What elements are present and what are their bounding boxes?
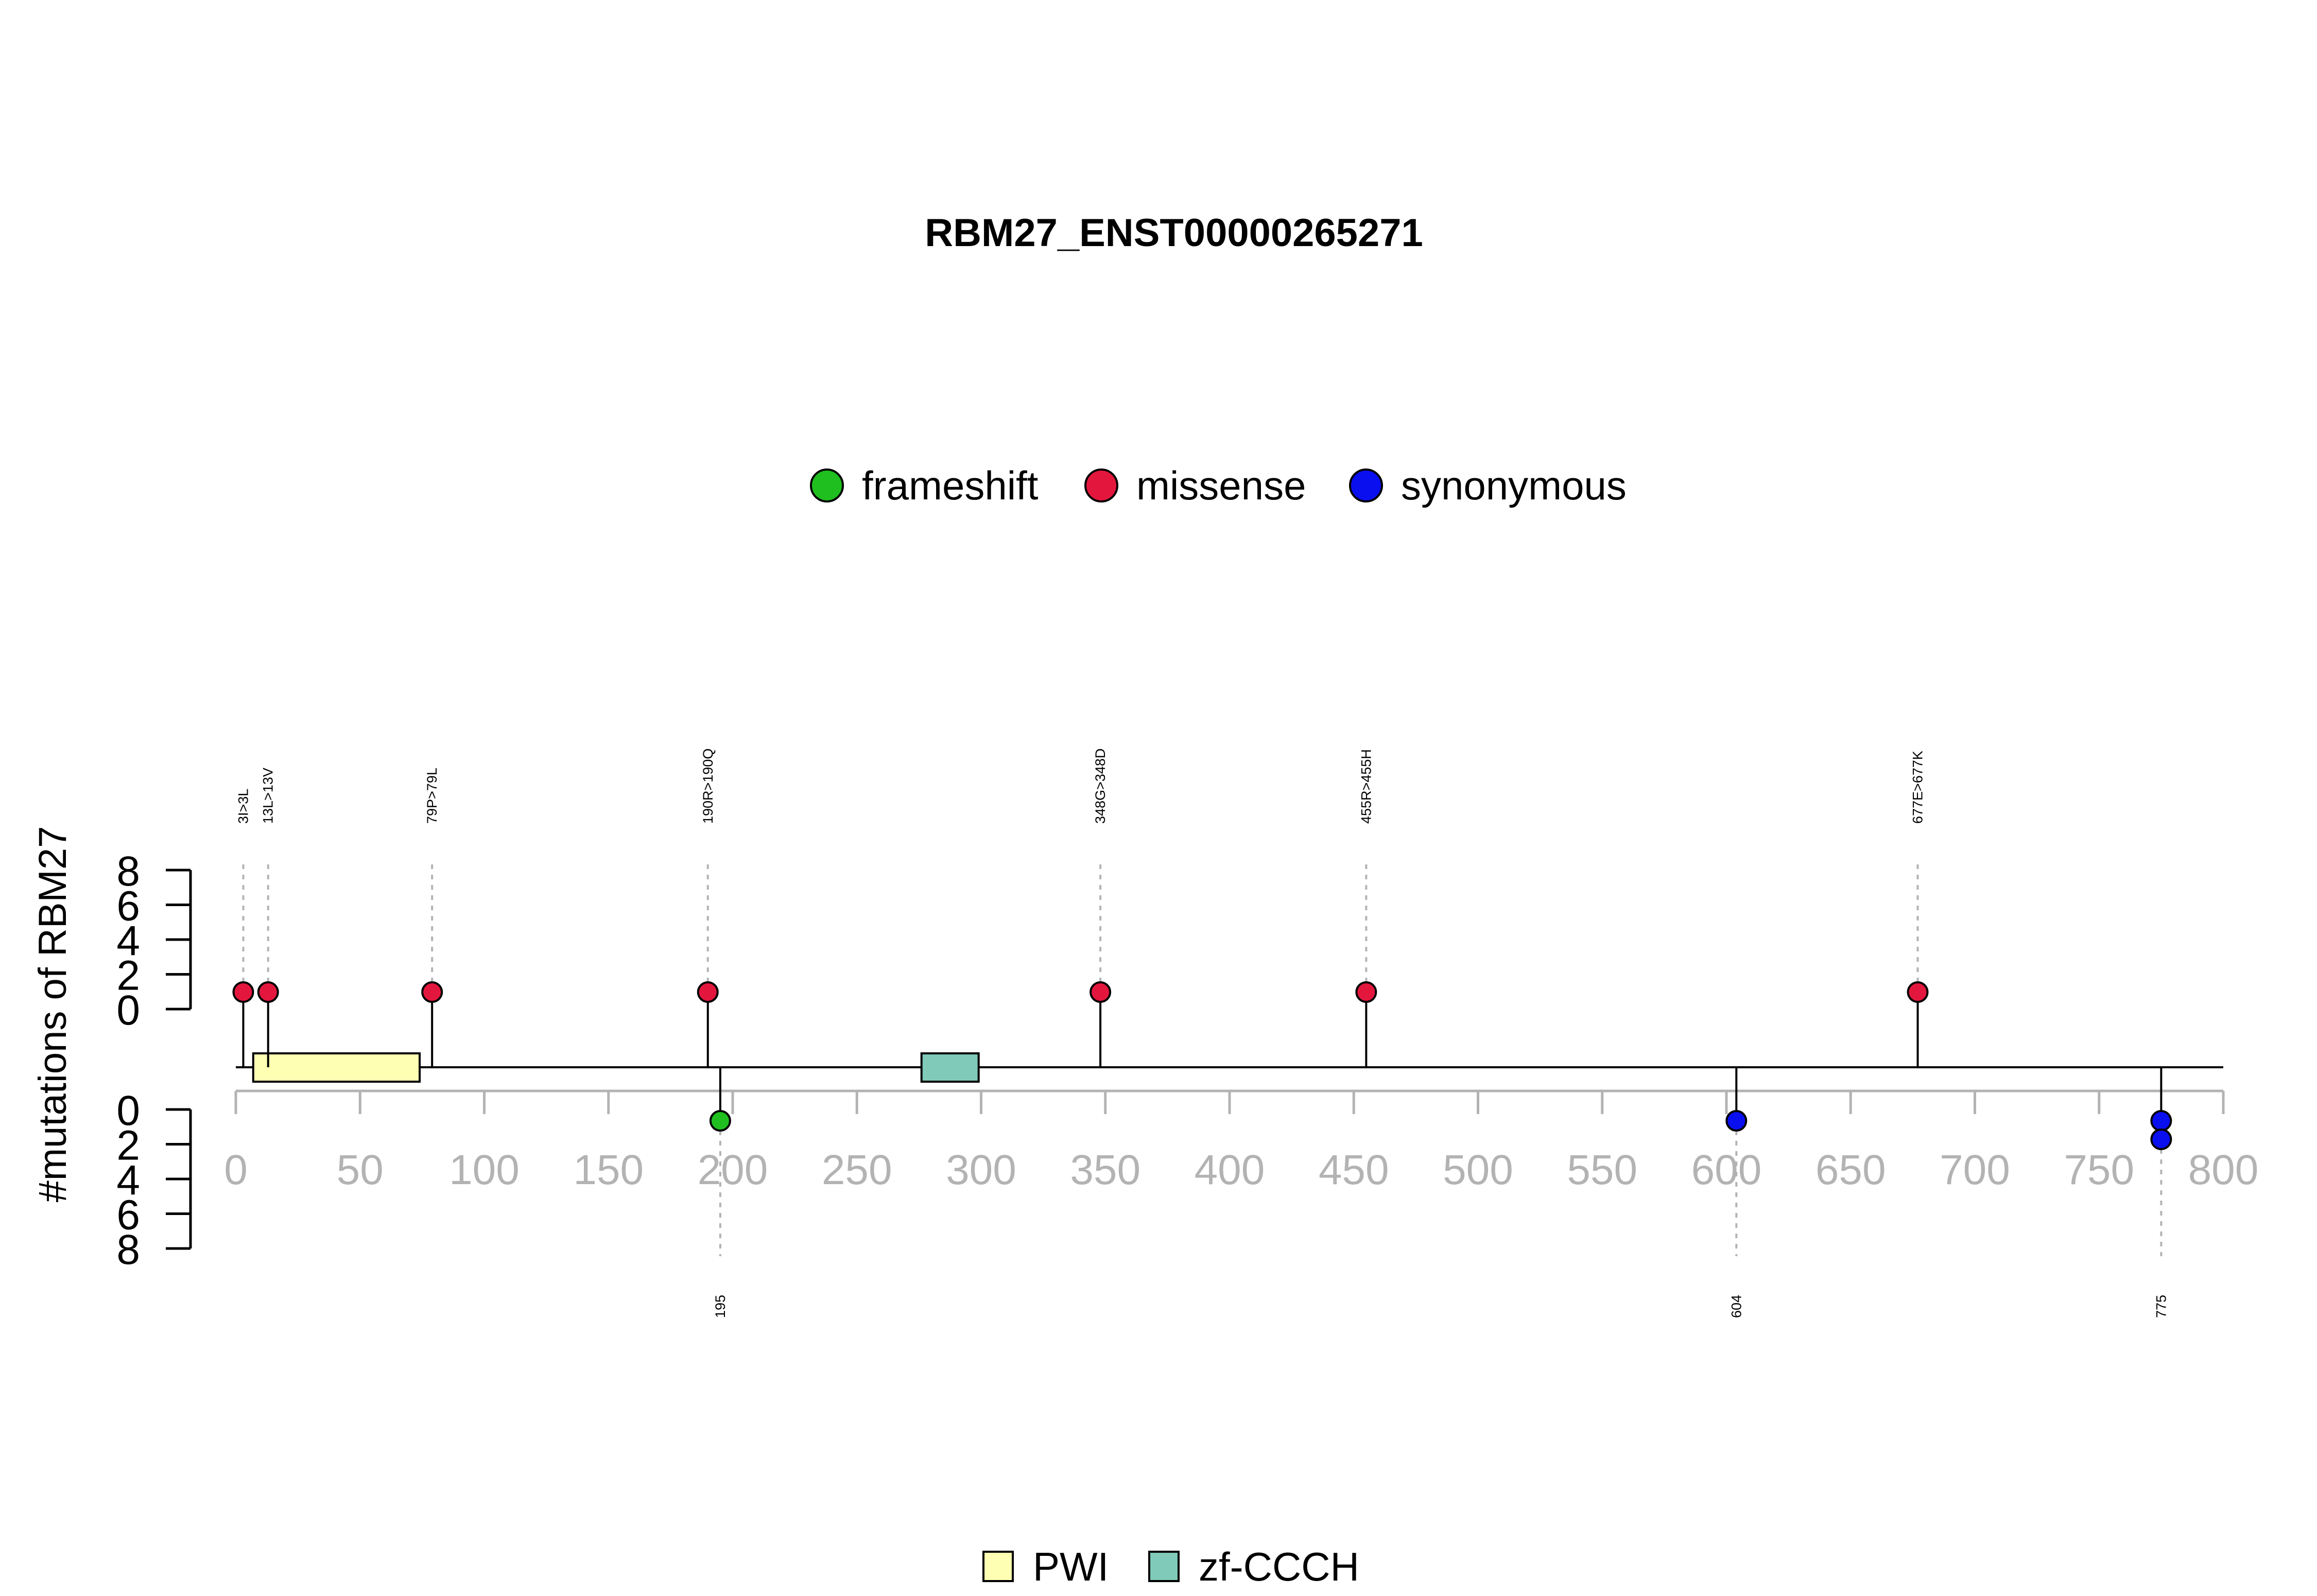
- plot-area: 0 50 100 150 200 250 300 350 400 450 500 550 600 650 7…: [116, 749, 2258, 1318]
- mutation-point: [2150, 1129, 2172, 1150]
- mutation-label: 455R>455H: [1358, 749, 1374, 824]
- x-tick-label: 200: [698, 1147, 768, 1193]
- mutation-label: 3I>3L: [235, 789, 251, 824]
- x-tick-label: 400: [1195, 1147, 1265, 1193]
- x-tick-label: 350: [1070, 1147, 1140, 1193]
- chart-title: RBM27_ENST00000265271: [925, 211, 1423, 255]
- y-tick-label-top: 2: [116, 952, 140, 999]
- legend-label: synonymous: [1401, 463, 1627, 508]
- x-tick-label: 250: [822, 1147, 892, 1193]
- y-tick-label-bottom: 8: [116, 1226, 140, 1273]
- mutation-point: [1725, 1110, 1748, 1132]
- domain-legend: PWI zf-CCCH: [982, 1544, 1359, 1589]
- domain-zf-ccch: [920, 1052, 980, 1083]
- x-tick-label: 450: [1319, 1147, 1389, 1193]
- mutation-point: [1090, 981, 1112, 1003]
- mutation-point: [1355, 981, 1377, 1003]
- mutation-label: 775: [2153, 1295, 2169, 1318]
- x-tick-label: 300: [946, 1147, 1016, 1193]
- mutation-type-legend: frameshift missense synonymous: [810, 463, 1627, 508]
- mutation-point: [697, 981, 719, 1003]
- mutation-label: 13L>13V: [261, 768, 276, 824]
- legend-label: PWI: [1033, 1544, 1109, 1589]
- y-tick-label-bottom: 0: [116, 1087, 140, 1134]
- y-tick-label-top: 4: [116, 917, 140, 964]
- mutation-point: [709, 1110, 731, 1132]
- x-tick-label: 800: [2188, 1147, 2259, 1193]
- x-tick-label: 500: [1443, 1147, 1513, 1193]
- mutation-label: 604: [1728, 1295, 1744, 1318]
- x-tick-label: 100: [449, 1147, 520, 1193]
- mutation-point: [421, 981, 443, 1003]
- legend-marker: [1349, 469, 1383, 502]
- x-tick-label: 150: [573, 1147, 644, 1193]
- x-tick-label: 600: [1691, 1147, 1762, 1193]
- x-tick-label: 50: [337, 1147, 384, 1193]
- domain-pwi: [252, 1052, 421, 1083]
- mutation-label: 348G>348D: [1093, 749, 1108, 824]
- legend-marker: [810, 469, 844, 502]
- y-axis-label: #mutations of RBM27: [31, 826, 75, 1203]
- y-tick-label-bottom: 4: [116, 1157, 140, 1204]
- mutation-label: 195: [713, 1295, 728, 1318]
- mutation-label: 190R>190Q: [700, 749, 716, 824]
- legend-swatch: [982, 1551, 1014, 1582]
- mutation-point: [257, 981, 279, 1003]
- x-tick-label: 750: [2064, 1147, 2134, 1193]
- y-tick-label-top: 0: [116, 987, 140, 1034]
- y-tick-label-bottom: 6: [116, 1192, 140, 1239]
- x-tick-label: 650: [1815, 1147, 1886, 1193]
- mutation-point: [1907, 981, 1929, 1003]
- mutation-point: [232, 981, 254, 1003]
- y-tick-label-top: 6: [116, 883, 140, 930]
- legend-label: zf-CCCH: [1199, 1544, 1359, 1589]
- y-tick-label-top: 8: [116, 848, 140, 895]
- mutation-label: 79P>79L: [424, 768, 440, 824]
- legend-swatch: [1148, 1551, 1180, 1582]
- x-tick-label: 700: [1940, 1147, 2010, 1193]
- x-tick-label: 550: [1567, 1147, 1637, 1193]
- legend-label: frameshift: [862, 463, 1039, 508]
- legend-label: missense: [1136, 463, 1306, 508]
- mutation-point: [2150, 1110, 2172, 1132]
- y-tick-label-bottom: 2: [116, 1122, 140, 1169]
- x-tick-label: 0: [224, 1147, 248, 1193]
- legend-marker: [1084, 469, 1118, 502]
- mutation-label: 677E>677K: [1910, 751, 1926, 824]
